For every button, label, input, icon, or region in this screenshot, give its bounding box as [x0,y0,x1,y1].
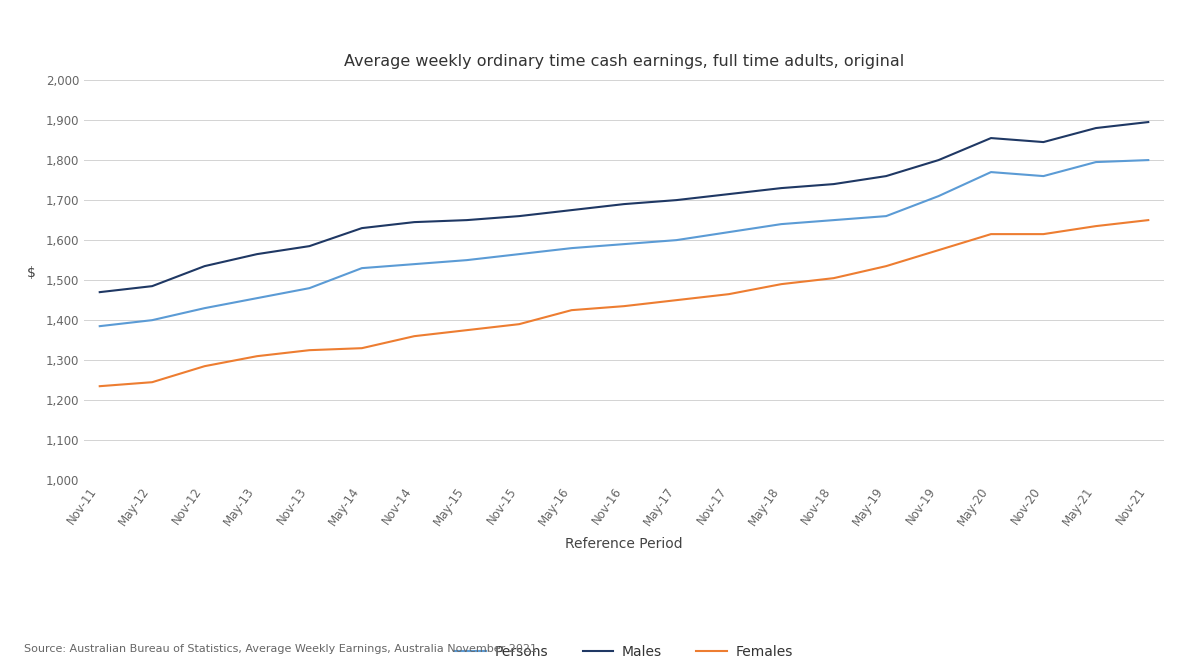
Females [617,302,631,310]
Males [1037,138,1051,146]
Persons [1141,156,1156,164]
Males [721,190,736,198]
Persons [721,228,736,236]
Y-axis label: $: $ [28,266,36,280]
Males [670,196,684,204]
X-axis label: Reference Period: Reference Period [565,536,683,550]
Females [302,346,317,354]
Males [984,134,998,142]
Persons [670,236,684,244]
Males [197,262,211,270]
Text: Source: Australian Bureau of Statistics, Average Weekly Earnings, Australia Nove: Source: Australian Bureau of Statistics,… [24,644,538,654]
Females [931,246,946,254]
Females [721,290,736,298]
Males [617,200,631,208]
Females [512,320,527,328]
Females [407,332,421,340]
Persons [931,192,946,200]
Persons [617,240,631,248]
Males [145,282,160,290]
Persons [250,294,264,302]
Persons [1088,158,1103,166]
Persons [460,256,474,264]
Females [1088,222,1103,230]
Line: Females: Females [100,220,1148,386]
Males [1088,124,1103,132]
Females [250,352,264,360]
Persons [407,260,421,268]
Females [774,280,788,288]
Persons [774,220,788,228]
Females [670,296,684,304]
Males [931,156,946,164]
Persons [355,264,370,272]
Females [1141,216,1156,224]
Persons [512,250,527,258]
Persons [1037,172,1051,180]
Males [774,184,788,192]
Line: Persons: Persons [100,160,1148,326]
Males [1141,118,1156,126]
Persons [878,212,893,220]
Persons [827,216,841,224]
Males [92,288,107,296]
Females [355,344,370,352]
Males [460,216,474,224]
Persons [145,316,160,324]
Females [145,378,160,386]
Line: Males: Males [100,122,1148,292]
Females [460,326,474,334]
Females [984,230,998,238]
Title: Average weekly ordinary time cash earnings, full time adults, original: Average weekly ordinary time cash earnin… [344,54,904,69]
Persons [92,322,107,330]
Females [827,274,841,282]
Persons [197,304,211,312]
Males [827,180,841,188]
Males [302,242,317,250]
Females [878,262,893,270]
Persons [564,244,578,252]
Legend: Persons, Males, Females: Persons, Males, Females [450,639,798,664]
Females [564,306,578,314]
Females [92,382,107,390]
Females [1037,230,1051,238]
Males [564,206,578,214]
Males [878,172,893,180]
Males [250,250,264,258]
Males [512,212,527,220]
Males [407,218,421,226]
Females [197,362,211,370]
Persons [984,168,998,176]
Males [355,224,370,232]
Persons [302,284,317,292]
